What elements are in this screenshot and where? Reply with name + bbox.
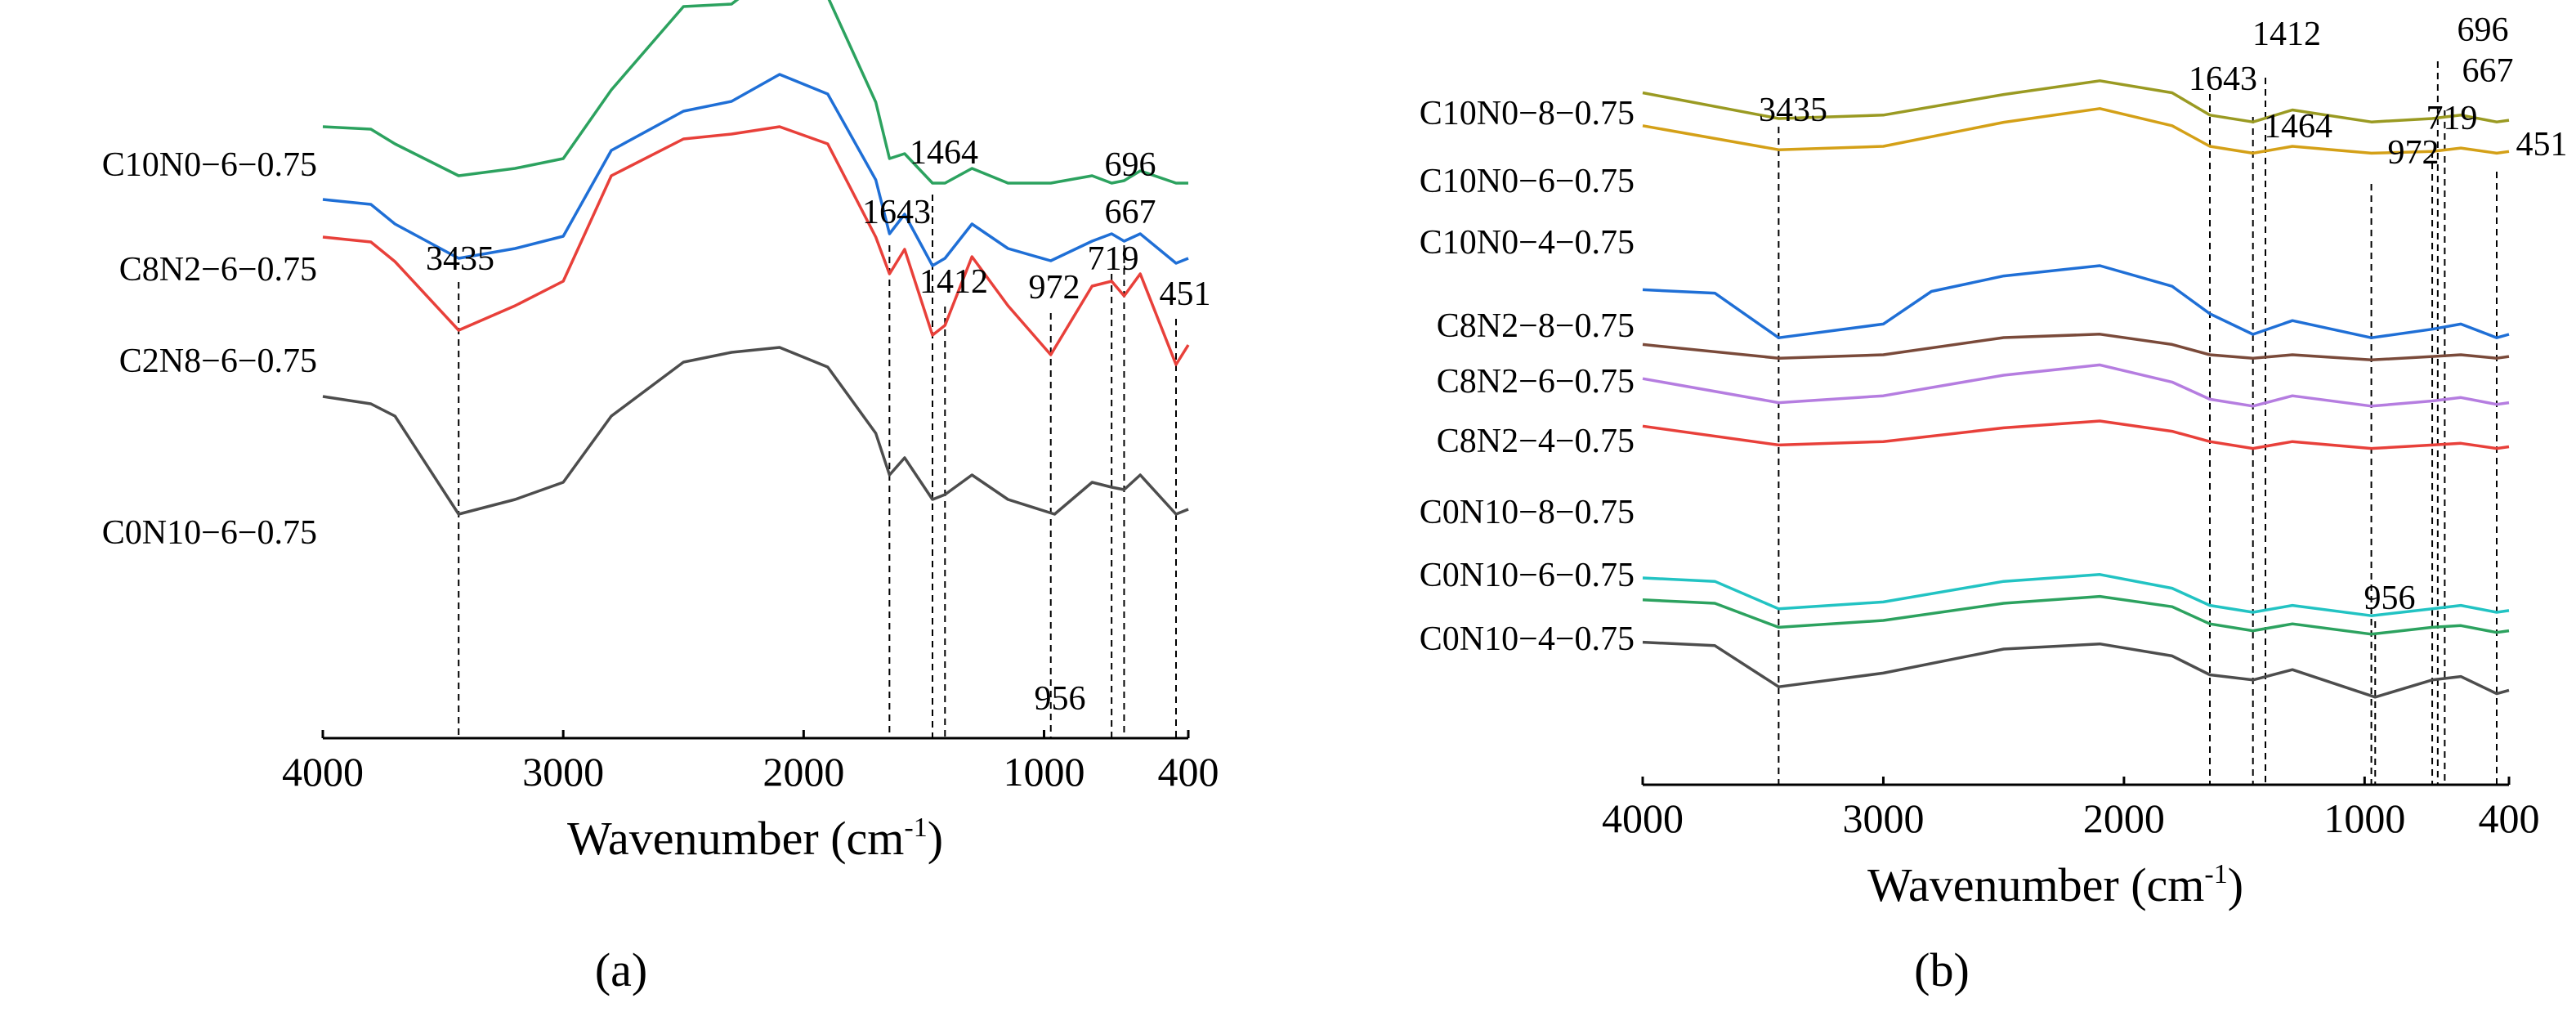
panel-b-series-label-5: C8N2−4−0.75 [1437,423,1635,460]
panel-a-peak-label-1412: 1412 [919,263,988,301]
panel-b-peak-label-956: 956 [2364,580,2416,617]
panel-a-series-labels: C10N0−6−0.75 C8N2−6−0.75 C2N8−6−0.75 C0N10−… [102,146,317,552]
panel-a-series-line-2 [322,125,1190,366]
panel-a-series-label-1: C8N2−6−0.75 [119,251,317,289]
panel-b-series-label-0: C10N0−8−0.75 [1420,95,1635,132]
panel-a-tick-label-2000: 2000 [763,749,844,795]
panel-b-series-line-1 [1642,107,2510,155]
panel-b-tick-label-1000: 1000 [2323,795,2405,841]
panel-b-peak-label-972: 972 [2388,134,2440,172]
panel-b-peak-label-1464: 1464 [2264,108,2332,146]
panel-b-series-labels: C10N0−8−0.75 C10N0−6−0.75 C10N0−4−0.75 C8N2… [1420,95,1635,658]
panel-b-chart: 4000 3000 2000 1000 400 C10N0−8−0.75 C10N0−6−… [1420,11,2568,996]
panel-b-peak-label-696: 696 [2457,11,2509,49]
panel-b-tick-label-2000: 2000 [2083,795,2165,841]
panel-b-tick-label-3000: 3000 [1842,795,1924,841]
panel-b-series-line-6 [1642,573,2510,617]
panel-a-label: (a) [595,943,647,996]
panel-b-series-line-5 [1642,419,2510,450]
panel-a-peak-lines [458,195,1177,738]
panel-a-peak-label-451: 451 [1160,275,1211,313]
panel-b-tick-label-4000: 4000 [1602,795,1684,841]
panel-a-peak-label-972: 972 [1029,269,1080,307]
panel-b-peak-label-1643: 1643 [2189,60,2257,98]
panel-a-peak-label-3435: 3435 [426,240,494,278]
panel-b-tick-label-400: 400 [2479,795,2540,841]
panel-b-series-line-3 [1642,333,2510,362]
panel-b-series-label-3: C8N2−8−0.75 [1437,307,1635,345]
panel-a-ticks: 4000 3000 2000 1000 400 [282,730,1219,795]
panel-b-series-line-2 [1642,264,2510,339]
panel-b-peak-label-719: 719 [2426,100,2478,137]
panel-a-x-axis-title: Wavenumber (cm-1) [567,812,943,865]
panel-b-x-axis-title: Wavenumber (cm-1) [1867,858,2243,911]
panel-b-series-label-8: C0N10−4−0.75 [1420,620,1635,658]
panel-a-tick-label-3000: 3000 [522,749,604,795]
panel-a-peak-label-719: 719 [1088,240,1139,278]
panel-a-series-label-0: C10N0−6−0.75 [102,146,317,184]
panel-a-peak-label-667: 667 [1105,194,1156,231]
panel-b-series-label-2: C10N0−4−0.75 [1420,224,1635,262]
panel-a-series-line-3 [322,346,1189,516]
panel-a-peak-label-1643: 1643 [862,194,931,231]
panel-a-tick-label-1000: 1000 [1004,749,1085,795]
panel-a-peak-label-956: 956 [1035,680,1086,718]
panel-b-peak-label-3435: 3435 [1759,92,1827,129]
panel-b-peak-label-667: 667 [2462,52,2514,90]
panel-b-series [1642,79,2510,699]
panel-b-peak-label-1412: 1412 [2252,16,2321,53]
panel-a-series-label-2: C2N8−6−0.75 [119,343,317,380]
panel-b-series-label-4: C8N2−6−0.75 [1437,363,1635,401]
panel-b-series-line-0 [1642,79,2510,123]
panel-a-peak-label-696: 696 [1105,146,1156,184]
panel-b-ticks: 4000 3000 2000 1000 400 [1602,777,2540,841]
panel-b-series-label-7: C0N10−6−0.75 [1420,557,1635,594]
panel-a-series-line-1 [322,73,1189,267]
panel-b-series-label-1: C10N0−6−0.75 [1420,163,1635,200]
panel-a-tick-label-400: 400 [1158,749,1219,795]
panel-a-series [322,0,1190,516]
panel-b-peak-lines [1778,61,2498,785]
panel-a-series-line-0 [322,0,1188,185]
panel-a-peak-label-1464: 1464 [910,134,978,172]
panel-b-label: (b) [1914,943,1970,996]
panel-b-peak-label-451: 451 [2516,126,2568,163]
panel-a-chart: 4000 3000 2000 1000 400 C10N0−6−0.75 C8N2−6−0… [102,0,1219,996]
panel-b-series-line-4 [1642,363,2510,408]
panel-b-series-label-6: C0N10−8−0.75 [1420,494,1635,531]
panel-b-series-line-8 [1642,640,2510,699]
panel-a-series-label-3: C0N10−6−0.75 [102,514,317,552]
panel-a-tick-label-4000: 4000 [282,749,364,795]
panel-b-series-line-7 [1642,594,2510,636]
